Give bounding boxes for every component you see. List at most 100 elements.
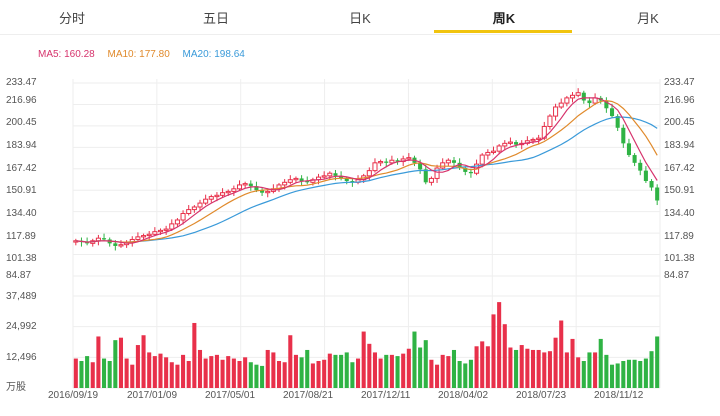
candle-body <box>146 233 152 237</box>
candle-body <box>428 177 434 183</box>
price-tick: 150.91 <box>6 185 37 196</box>
tab-weekly-k[interactable]: 周K <box>492 10 516 26</box>
volume-bar <box>508 347 513 388</box>
candle-body <box>569 94 576 99</box>
volume-bar <box>451 349 457 388</box>
volume-bar <box>141 335 146 388</box>
candle-body <box>85 242 90 244</box>
volume-bar <box>333 354 338 388</box>
candle-body <box>587 100 592 104</box>
date-tick: 2017/08/21 <box>283 390 334 401</box>
volume-bar <box>181 354 186 388</box>
volume-bar <box>316 361 321 388</box>
candle-body <box>632 155 637 163</box>
volume-bars <box>73 302 660 388</box>
candle-body <box>265 190 271 194</box>
price-tick: 84.87 <box>6 270 32 281</box>
candle-body <box>514 142 519 145</box>
date-tick: 2018/04/02 <box>438 390 489 401</box>
price-tick: 216.96 <box>664 95 695 106</box>
candle-body <box>604 100 609 109</box>
volume-bar <box>130 364 135 388</box>
price-tick: 183.94 <box>6 140 37 151</box>
price-tick: 167.42 <box>664 163 695 174</box>
volume-bar <box>226 356 231 388</box>
volume-bar <box>553 337 558 388</box>
candle-body <box>649 181 654 188</box>
volume-bar <box>609 364 615 388</box>
volume-bar <box>593 352 598 388</box>
volume-bar <box>186 361 191 388</box>
volume-bar <box>395 356 400 388</box>
volume-bar <box>638 361 643 388</box>
tab-daily-k[interactable]: 日K <box>349 10 371 26</box>
candle-body <box>214 194 220 198</box>
candle-body <box>496 145 502 152</box>
volume-bar <box>102 358 107 388</box>
volume-bar <box>73 358 78 388</box>
active-tab-indicator <box>434 30 572 33</box>
tab-monthly-k[interactable]: 月K <box>637 10 659 26</box>
candle-body <box>242 183 248 186</box>
volume-tick: 12,496 <box>6 352 37 363</box>
volume-bar <box>254 364 259 388</box>
ma5-label: MA5: 160.28 <box>38 49 95 60</box>
candle-body <box>621 127 626 144</box>
ma10-line <box>75 99 658 243</box>
candle-body <box>186 209 192 214</box>
candle-body <box>135 236 141 240</box>
price-tick: 200.45 <box>6 117 37 128</box>
tab-intraday[interactable]: 分时 <box>58 10 85 26</box>
volume-bar <box>378 358 383 388</box>
candle-body <box>282 181 288 186</box>
volume-bar <box>576 357 581 388</box>
volume-bar <box>389 354 394 388</box>
volume-bar <box>107 361 112 388</box>
candle-body <box>638 162 643 171</box>
candle-body <box>191 206 197 211</box>
price-tick: 101.38 <box>664 253 695 264</box>
price-tick: 183.94 <box>664 140 695 151</box>
volume-bar <box>463 363 468 388</box>
price-tick: 84.87 <box>664 270 690 281</box>
volume-bar <box>655 336 660 388</box>
candle-body <box>333 173 338 176</box>
volume-bar <box>530 349 536 388</box>
volume-bar <box>288 335 293 388</box>
volume-bar <box>643 358 648 388</box>
candle-body <box>575 92 581 96</box>
price-tick: 167.42 <box>6 163 37 174</box>
volume-bar <box>305 349 310 388</box>
candle-body <box>152 231 158 235</box>
volume-bar <box>632 359 637 388</box>
volume-bar <box>598 338 603 388</box>
tab-divider <box>0 34 720 35</box>
candle-body <box>163 228 169 231</box>
volume-bar <box>418 347 423 388</box>
volume-bar <box>604 354 609 388</box>
volume-bar <box>79 361 84 388</box>
volume-bar <box>587 352 592 388</box>
volume-bar <box>626 359 631 388</box>
volume-bar <box>152 356 157 388</box>
candle-body <box>248 183 253 187</box>
ma20-line <box>75 116 658 243</box>
volume-bar <box>429 359 434 388</box>
candle-body <box>299 178 304 182</box>
tab-five-day[interactable]: 五日 <box>202 10 229 26</box>
candle-body <box>485 151 491 156</box>
candle-body <box>339 175 344 179</box>
candle-body <box>174 219 180 225</box>
volume-bar <box>412 331 417 388</box>
candle-body <box>169 223 175 230</box>
candle-body <box>113 243 118 246</box>
candle-body <box>260 190 265 193</box>
candle-body <box>327 172 333 177</box>
volume-bar <box>649 351 654 388</box>
price-tick: 101.38 <box>6 253 37 264</box>
volume-bar <box>367 343 372 388</box>
date-tick: 2017/12/11 <box>361 390 411 401</box>
candle-body <box>350 181 355 183</box>
volume-bar <box>536 349 541 388</box>
